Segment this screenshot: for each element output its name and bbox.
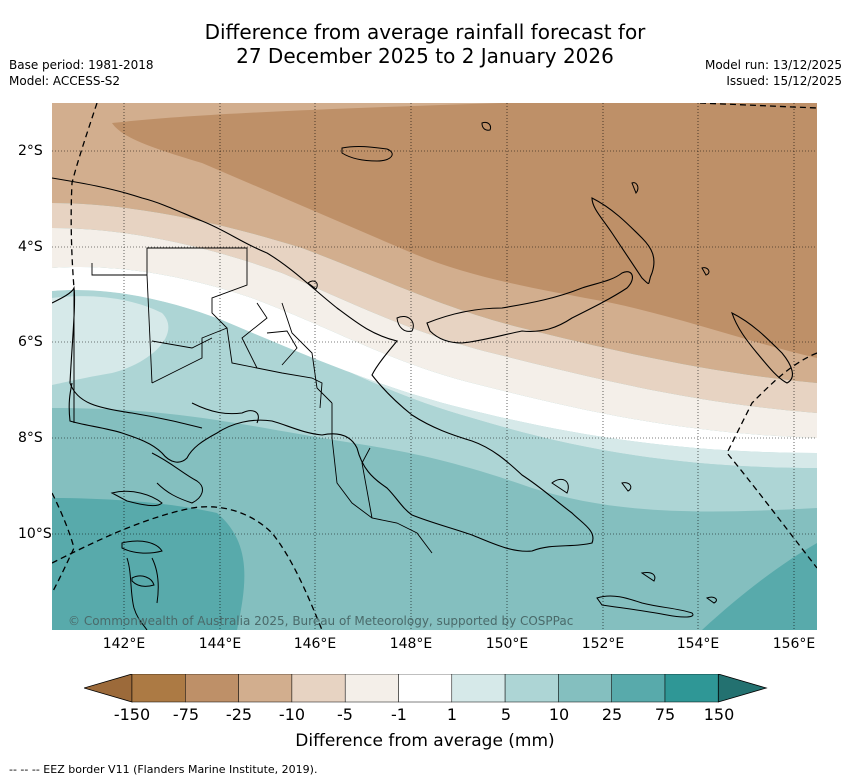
- copyright-notice: © Commonwealth of Australia 2025, Bureau…: [68, 614, 574, 628]
- y-tick: 6°S: [18, 334, 43, 350]
- x-tick: 146°E: [293, 636, 337, 652]
- graticule: [52, 103, 817, 630]
- colorbar-tick-label: 1: [446, 705, 458, 724]
- colorbar-segment: [611, 674, 666, 703]
- colorbar-tick-label: 75: [654, 705, 676, 724]
- y-tick: 10°S: [18, 526, 52, 542]
- new-britain-coastline: [426, 271, 633, 344]
- colorbar-segment: [451, 674, 506, 703]
- colorbar-segment: [185, 674, 239, 703]
- eez-legend-footer: -- -- -- EEZ border V11 (Flanders Marine…: [9, 763, 318, 776]
- colorbar-tick-label: 5: [500, 705, 512, 724]
- colorbar-segment: [558, 674, 612, 703]
- colorbar-title: Difference from average (mm): [295, 731, 555, 751]
- colorbar-segment: [238, 674, 293, 703]
- colorbar: [84, 674, 768, 703]
- colorbar-tick-label: -150: [113, 705, 151, 724]
- colorbar-tick-label: 25: [601, 705, 623, 724]
- colorbar-tick-label: -5: [337, 705, 353, 724]
- model-run: Model run: 13/12/2025: [704, 58, 842, 72]
- band-minus25: [112, 103, 817, 358]
- x-tick: 152°E: [581, 636, 625, 652]
- band-minus1: [52, 228, 817, 438]
- x-tick: 142°E: [102, 636, 146, 652]
- x-tick: 144°E: [198, 636, 242, 652]
- x-tick: 156°E: [772, 636, 816, 652]
- colorbar-tick-label: 150: [703, 705, 735, 724]
- band-plus10: [52, 282, 817, 512]
- y-tick: 8°S: [18, 430, 43, 446]
- band-plus5-w: [52, 296, 169, 385]
- band-plus25-sw: [52, 498, 245, 630]
- map-title: Difference from average rainfall forecas…: [0, 20, 850, 68]
- issued-date: Issued: 15/12/2025: [726, 74, 842, 88]
- colorbar-extend-low: [84, 674, 133, 703]
- eez-border: [52, 103, 817, 630]
- title-line-2: 27 December 2025 to 2 January 2026: [236, 44, 614, 68]
- colorbar-segment: [291, 674, 346, 703]
- meta-right: Model run: 13/12/2025 Issued: 15/12/2025: [705, 57, 842, 89]
- western-landmass: [52, 285, 203, 429]
- x-tick: 154°E: [676, 636, 720, 652]
- meta-left: Base period: 1981-2018 Model: ACCESS-S2: [9, 57, 154, 89]
- torres-islands: [110, 490, 163, 587]
- model-name: Model: ACCESS-S2: [9, 74, 121, 88]
- colorbar-tick-label: -10: [278, 705, 306, 724]
- y-tick: 2°S: [18, 143, 43, 159]
- bougainville-coastline: [731, 311, 793, 384]
- rainfall-map: [52, 103, 817, 630]
- colorbar-tick-label: -1: [391, 705, 407, 724]
- small-islands: [307, 122, 717, 618]
- new-ireland-coastline: [591, 197, 655, 284]
- band-minus5: [52, 203, 817, 413]
- base-period: Base period: 1981-2018: [9, 58, 154, 72]
- band-plus25-se: [702, 543, 817, 630]
- x-tick: 150°E: [485, 636, 529, 652]
- colorbar-segment: [344, 674, 399, 703]
- x-tick: 148°E: [389, 636, 433, 652]
- colorbar-segment: [664, 674, 719, 703]
- new-guinea-coastline: [52, 177, 594, 552]
- y-tick: 4°S: [18, 239, 43, 255]
- province-borders: [91, 247, 433, 554]
- colorbar-tick-label: -75: [172, 705, 200, 724]
- cape-york-coastline: [126, 557, 159, 630]
- band-neutral: [52, 267, 817, 453]
- colorbar-tick-label: -25: [225, 705, 253, 724]
- gulf-coastline: [151, 402, 259, 504]
- colorbar-tick-label: 10: [548, 705, 570, 724]
- colorbar-segment: [504, 674, 559, 703]
- colorbar-extend-high: [717, 674, 768, 703]
- colorbar-segment: [398, 674, 453, 703]
- title-line-1: Difference from average rainfall forecas…: [204, 20, 646, 44]
- colorbar-segment: [131, 674, 186, 703]
